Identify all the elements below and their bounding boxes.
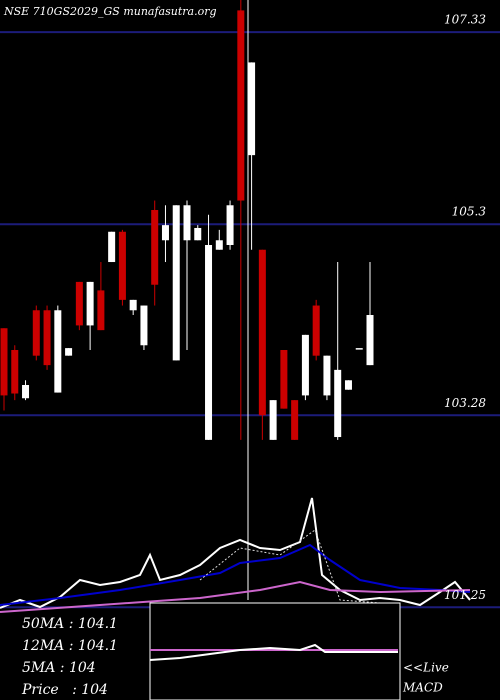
legend-entry: 50MA : 104.1 [22,616,118,632]
candle-body [312,305,320,356]
y-tick-label: 107.33 [444,13,486,27]
indicator-line [199,529,381,604]
y-tick-label: 105.3 [452,205,487,219]
indicator-line [0,497,471,609]
candle-body [118,231,126,300]
candle-body [0,328,8,396]
candle-body [291,400,299,440]
candle-body [54,310,62,393]
indicator-line [0,580,471,613]
candle-body [86,281,94,326]
candle-body [280,350,288,409]
candle-body [108,231,116,263]
candle-body [366,315,374,366]
candle-body [194,227,202,241]
candle-body [237,10,245,201]
candle-body [129,299,137,311]
legend-entry: Price : 104 [21,682,108,698]
candle-body [355,348,363,350]
candle-body [32,310,40,356]
candle-body [97,290,105,331]
candles [0,0,374,440]
candle-body [334,369,342,438]
candle-body [65,348,73,356]
live-label: <<Live [403,661,449,675]
candle-body [75,281,83,326]
indicator-line [0,543,471,606]
candle-body [258,249,266,416]
macd-label: MACD [402,681,443,695]
candle-body [183,205,191,241]
candle-body [11,350,19,394]
candle-body [205,245,213,440]
candle-body [151,210,159,285]
candle-body [140,305,148,346]
candle-body [226,205,234,245]
candle-body [323,355,331,396]
y-tick-label: 101.25 [444,588,486,602]
candle-body [344,380,352,390]
candle-body [161,225,169,241]
chart-title: NSE 710GS2029_GS munafasutra.org [3,5,217,18]
candle-body [22,385,30,399]
legend-entry: 5MA : 104 [22,660,96,676]
y-tick-label: 103.28 [444,396,486,410]
candle-body [215,240,223,250]
grid [0,31,500,609]
candle-body [248,62,256,156]
candle-body [172,205,180,361]
legend-entry: 12MA : 104.1 [22,638,118,654]
candle-body [43,310,51,366]
candle-body [301,334,309,396]
candle-body [269,400,277,440]
macd-line [149,643,398,661]
